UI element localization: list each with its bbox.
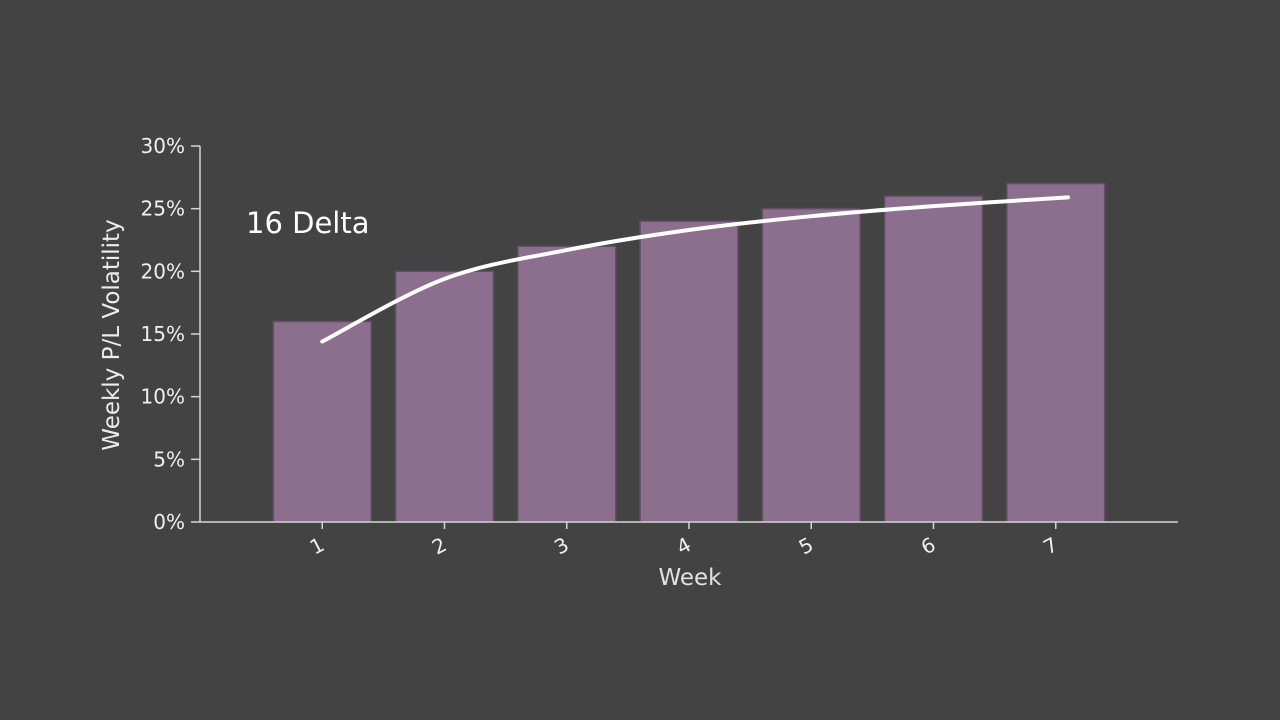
- y-tick-label: 20%: [141, 259, 185, 283]
- x-tick-label: 1: [306, 532, 329, 559]
- y-tick-label: 25%: [141, 197, 185, 221]
- line-16-delta: [320, 195, 1070, 344]
- bar-week-4: [639, 220, 739, 523]
- x-tick-label: 2: [428, 532, 451, 559]
- y-tick-label: 30%: [141, 134, 185, 158]
- y-tick-label: 10%: [141, 385, 185, 409]
- bar-week-2: [394, 270, 495, 523]
- bar-week-3: [517, 245, 617, 523]
- bar-week-5: [761, 207, 861, 523]
- x-tick-label: 7: [1039, 532, 1062, 559]
- x-tick-label: 6: [917, 532, 940, 559]
- x-tick-label: 5: [795, 532, 818, 559]
- x-axis-label: Week: [658, 565, 722, 591]
- x-tick-label: 4: [672, 532, 695, 559]
- annotation-16-delta: 16 Delta: [246, 206, 370, 240]
- bar-week-7: [1006, 182, 1106, 523]
- bar-week-6: [883, 195, 984, 523]
- y-tick-label: 5%: [153, 447, 185, 471]
- y-tick-label: 15%: [141, 322, 185, 346]
- y-axis-label: Weekly P/L Volatility: [99, 219, 125, 451]
- x-tick-label: 3: [550, 532, 573, 559]
- y-tick-label: 0%: [153, 510, 185, 534]
- bar-week-1: [272, 320, 372, 523]
